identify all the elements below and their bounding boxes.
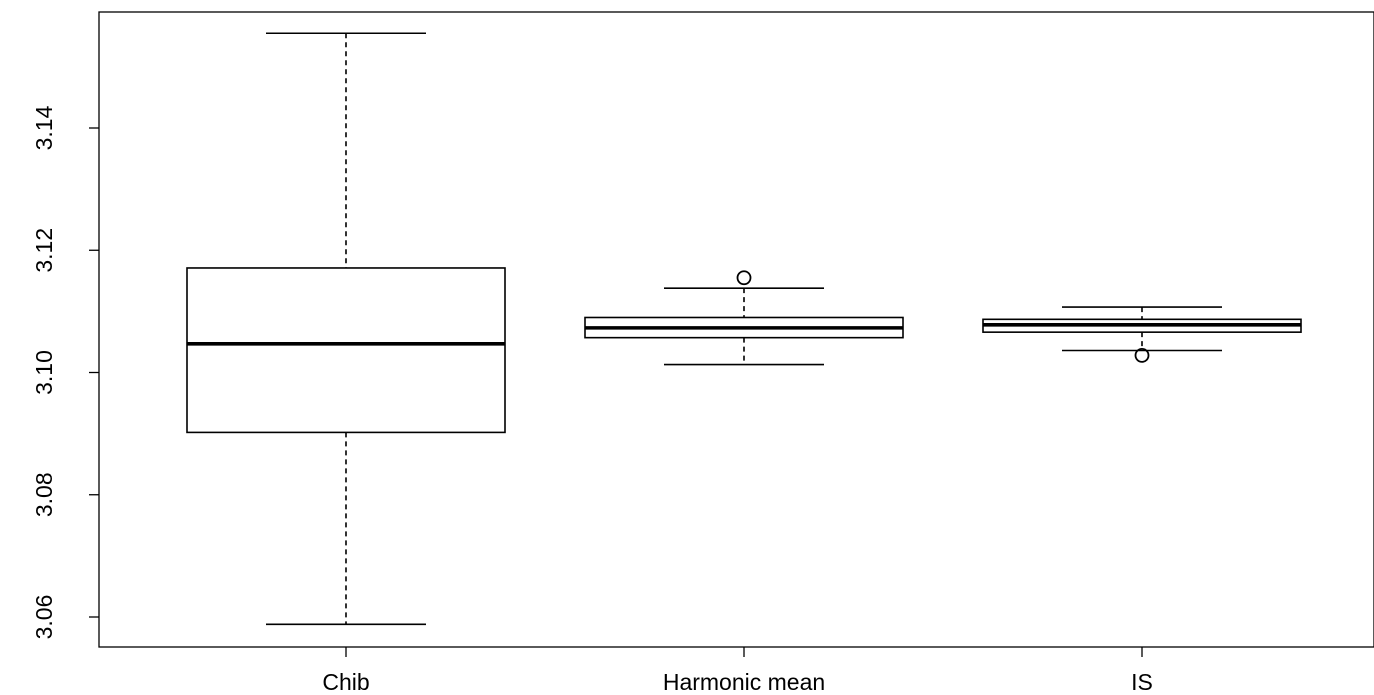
box-group	[982, 306, 1302, 363]
y-tick-label: 3.12	[31, 228, 57, 273]
box-group	[584, 270, 904, 366]
outlier-point	[1134, 347, 1150, 363]
x-category-label: Chib	[322, 669, 369, 695]
y-axis: 3.06 3.08 3.10 3.12 3.14	[31, 105, 99, 639]
x-category-label: IS	[1131, 669, 1153, 695]
boxes	[186, 32, 1302, 626]
box-group	[186, 32, 506, 626]
x-axis: Chib Harmonic mean IS	[322, 647, 1153, 695]
y-tick-label: 3.10	[31, 350, 57, 395]
y-tick-label: 3.14	[31, 105, 57, 150]
x-category-label: Harmonic mean	[663, 669, 825, 695]
y-tick-label: 3.08	[31, 472, 57, 517]
y-tick-label: 3.06	[31, 595, 57, 640]
plot-frame	[98, 11, 1374, 648]
iqr-box	[186, 267, 506, 434]
outlier-point	[736, 270, 752, 286]
